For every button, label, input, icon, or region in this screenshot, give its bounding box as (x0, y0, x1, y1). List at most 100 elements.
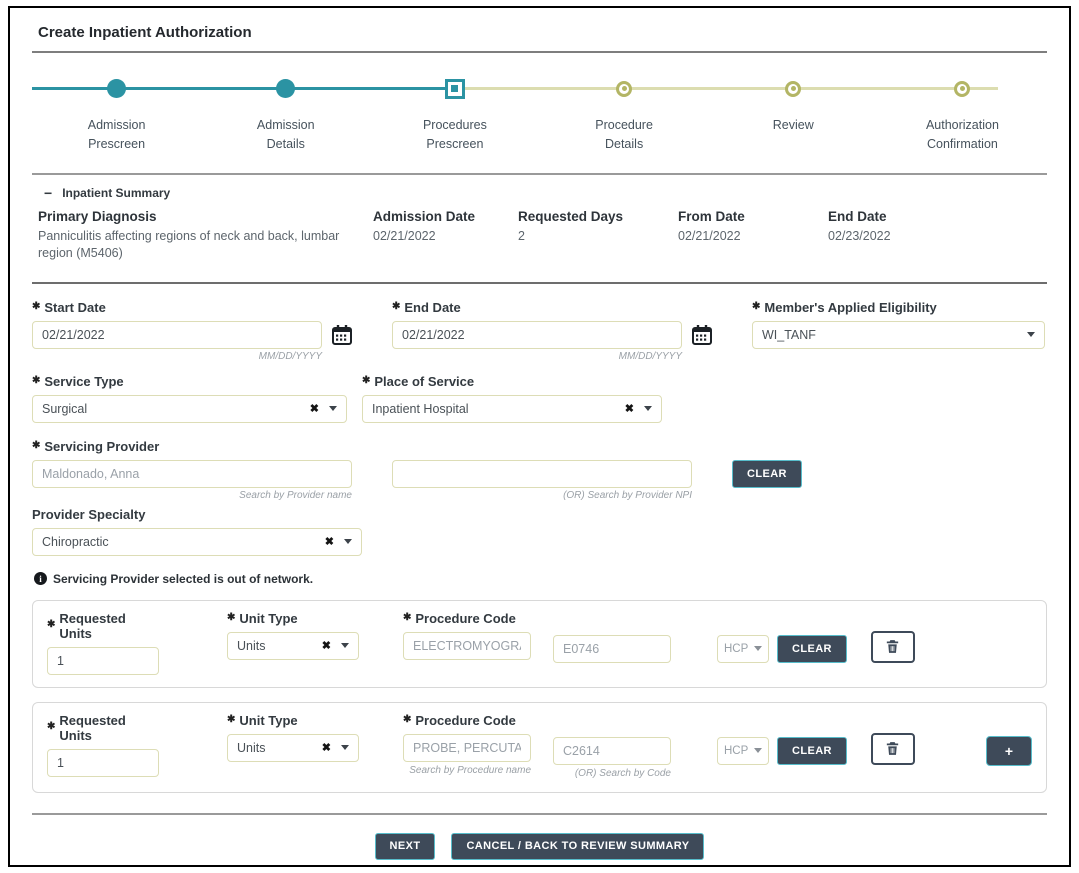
chevron-down-icon (344, 539, 352, 545)
required-icon: ✱ (752, 300, 761, 312)
divider (32, 281, 1047, 284)
service-type-value: Surgical (42, 401, 88, 416)
required-icon: ✱ (227, 713, 236, 725)
step-current-icon (444, 78, 465, 99)
delete-procedure-button[interactable] (870, 630, 915, 663)
requested-units-input[interactable] (47, 646, 159, 675)
step-complete-icon (276, 79, 296, 98)
required-icon: ✱ (47, 619, 56, 631)
start-date-group: ✱Start Date MM/DD/YYYY (32, 300, 362, 362)
procedure-clear-button[interactable]: CLEAR (777, 634, 847, 663)
requested-units-input[interactable] (47, 748, 159, 777)
procedure-clear-button[interactable]: CLEAR (777, 736, 847, 765)
unit-type-value: Units (237, 638, 266, 653)
collapse-icon[interactable]: − (44, 185, 53, 201)
step-authorization-confirmation[interactable]: Authorization Confirmation (878, 77, 1047, 155)
clear-value-icon[interactable]: ✖ (324, 536, 334, 549)
chevron-down-icon (341, 643, 349, 649)
code-type-select[interactable]: HCP (717, 736, 769, 765)
procedure-name-input[interactable] (403, 733, 531, 762)
clear-value-icon[interactable]: ✖ (321, 640, 331, 653)
divider (32, 51, 1047, 53)
provider-clear-button[interactable]: CLEAR (732, 459, 802, 488)
place-of-service-select[interactable]: Inpatient Hospital ✖ (362, 394, 662, 423)
code-type-value: HCP (724, 642, 749, 655)
inpatient-summary-grid: Primary Diagnosis Panniculitis affecting… (38, 209, 1047, 262)
next-button[interactable]: NEXT (374, 832, 436, 860)
unit-type-select[interactable]: Units ✖ (227, 733, 359, 762)
end-date-calendar-button[interactable] (690, 323, 714, 347)
required-icon: ✱ (47, 721, 56, 733)
procedure-name-input[interactable] (403, 631, 531, 660)
required-icon: ✱ (32, 439, 41, 451)
summary-admission-date: Admission Date 02/21/2022 (373, 209, 476, 243)
delete-procedure-button[interactable] (870, 732, 915, 765)
summary-primary-diagnosis: Primary Diagnosis Panniculitis affecting… (38, 209, 340, 260)
requested-units-group: ✱ Requested Units (47, 713, 159, 777)
servicing-provider-group: ✱Servicing Provider Search by Provider n… (32, 439, 802, 501)
step-label: Procedure Details (595, 118, 653, 152)
step-admission-prescreen[interactable]: Admission Prescreen (32, 77, 201, 155)
eligibility-group: ✱ Member's Applied Eligibility WI_TANF (752, 300, 1045, 362)
required-icon: ✱ (403, 713, 412, 725)
provider-name-search-input[interactable] (32, 459, 352, 488)
end-date-label: ✱ End Date (392, 299, 461, 315)
step-procedure-details[interactable]: Procedure Details (540, 77, 709, 155)
procedure-code-group: ✱ Procedure Code (403, 611, 531, 660)
step-complete-icon (107, 79, 127, 98)
trash-icon (887, 640, 899, 654)
end-date-group: ✱End Date MM/DD/YYYY (392, 300, 722, 362)
requested-units-label: ✱ Requested Units (47, 610, 126, 641)
provider-specialty-group: Provider Specialty Chiropractic ✖ (32, 507, 362, 556)
required-icon: ✱ (227, 611, 236, 623)
unit-type-select[interactable]: Units ✖ (227, 631, 359, 660)
provider-specialty-value: Chiropractic (42, 534, 109, 549)
clear-value-icon[interactable]: ✖ (624, 403, 634, 416)
info-icon: i (34, 572, 47, 586)
procedure-row: ✱Requested Units ✱Unit Type Units ✖ ✱Pro… (32, 701, 1047, 793)
service-type-group: ✱ Service Type Surgical ✖ (32, 374, 347, 423)
step-admission-details[interactable]: Admission Details (201, 77, 370, 155)
provider-specialty-select[interactable]: Chiropractic ✖ (32, 527, 362, 556)
procedure-code-group: ✱Procedure Code Search by Procedure name (403, 713, 531, 777)
start-date-input[interactable] (32, 320, 322, 349)
chevron-down-icon (644, 406, 652, 412)
step-review[interactable]: Review (709, 77, 878, 155)
start-date-calendar-button[interactable] (330, 323, 354, 347)
unit-type-label: ✱ Unit Type (227, 610, 298, 626)
step-procedures-prescreen[interactable]: Procedures Prescreen (370, 77, 539, 155)
place-of-service-value: Inpatient Hospital (372, 401, 469, 416)
end-date-input[interactable] (392, 320, 682, 349)
step-upcoming-icon (954, 80, 971, 97)
procedure-row: ✱Requested Units ✱Unit Type Units ✖ ✱Pro… (32, 599, 1047, 688)
page-frame: Create Inpatient Authorization Admission… (8, 6, 1071, 867)
clear-value-icon[interactable]: ✖ (321, 742, 331, 755)
footer-actions: NEXT CANCEL / BACK TO REVIEW SUMMARY (32, 832, 1047, 860)
required-icon: ✱ (362, 374, 371, 386)
procedure-code-input[interactable] (553, 736, 671, 765)
step-label: Admission Prescreen (87, 118, 146, 152)
procedure-code-label: ✱ Procedure Code (403, 712, 516, 728)
inpatient-summary-toggle[interactable]: − Inpatient Summary (44, 185, 1047, 201)
eligibility-select[interactable]: WI_TANF (752, 320, 1045, 349)
code-type-select[interactable]: HCP (717, 634, 769, 663)
service-type-select[interactable]: Surgical ✖ (32, 394, 347, 423)
unit-type-value: Units (237, 740, 266, 755)
network-warning: i Servicing Provider selected is out of … (34, 572, 1047, 586)
step-upcoming-icon (616, 80, 633, 97)
requested-units-label: ✱ Requested Units (47, 712, 126, 743)
provider-npi-search-input[interactable] (392, 459, 692, 488)
summary-from-date: From Date 02/21/2022 (678, 209, 745, 243)
chevron-down-icon (329, 406, 337, 412)
procedure-code-label: ✱ Procedure Code (403, 610, 516, 626)
add-procedure-button[interactable]: + (986, 735, 1032, 766)
code-type-value: HCP (724, 744, 749, 757)
procedure-code-input[interactable] (553, 634, 671, 663)
procedure-code-value-group (553, 634, 671, 663)
eligibility-value: WI_TANF (762, 327, 816, 342)
chevron-down-icon (754, 646, 762, 652)
clear-value-icon[interactable]: ✖ (309, 403, 319, 416)
required-icon: ✱ (403, 611, 412, 623)
step-label: Admission Details (256, 118, 315, 152)
cancel-back-button[interactable]: CANCEL / BACK TO REVIEW SUMMARY (451, 832, 705, 860)
